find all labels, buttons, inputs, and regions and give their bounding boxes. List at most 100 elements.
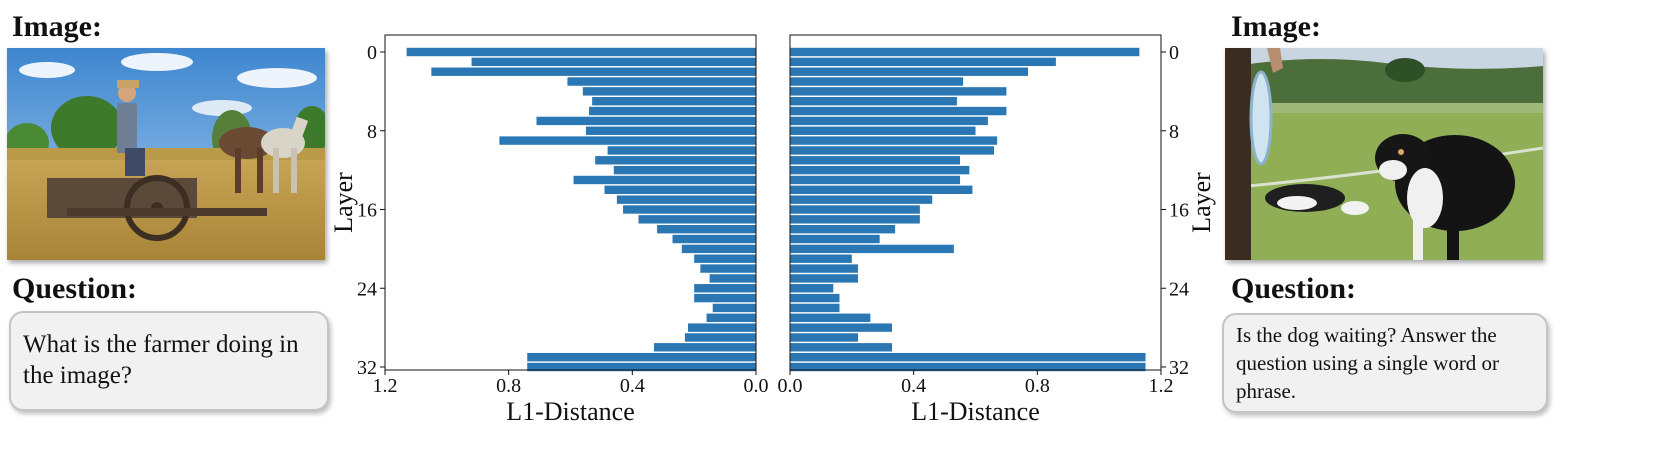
bar-layer-27 [706, 313, 756, 322]
bar-layer-21 [790, 254, 852, 263]
y-tick-label: 8 [367, 121, 377, 143]
bar-layer-27 [790, 313, 871, 322]
right-question-box: Is the dog waiting? Answer the question … [1222, 313, 1548, 413]
bar-layer-20 [681, 244, 756, 254]
bar-layer-5 [592, 97, 756, 106]
bar-layer-10 [607, 146, 756, 155]
bar-layer-19 [672, 234, 756, 244]
y-tick-label: 0 [1169, 42, 1179, 64]
right-question-text: Is the dog waiting? Answer the question … [1236, 323, 1500, 403]
bar-layer-10 [790, 146, 995, 155]
y-tick-label: 32 [357, 357, 377, 379]
y-axis-label: Layer [329, 172, 358, 233]
bar-layer-23 [790, 274, 859, 283]
bar-layer-17 [638, 215, 756, 224]
bar-layer-21 [694, 254, 756, 263]
x-tick-label: 0.0 [778, 375, 803, 397]
bar-layer-22 [790, 264, 859, 273]
x-tick-label: 0.0 [744, 375, 769, 397]
bar-layer-29 [790, 333, 859, 342]
bar-layer-31 [527, 352, 756, 362]
bar-layer-6 [790, 106, 1007, 116]
plot-frame [384, 34, 757, 371]
bar-layer-7 [536, 116, 756, 126]
left-question-label: Question: [12, 272, 138, 305]
bar-layer-16 [790, 205, 920, 214]
farmer-photo [7, 48, 325, 260]
bar-layer-28 [687, 323, 756, 332]
right-chart: 0.0 0.4 0.8 1.2 0 8 16 24 32 L1-Distance Layer [778, 34, 1216, 426]
bar-layer-8 [790, 126, 976, 135]
bar-layer-14 [790, 185, 973, 195]
bar-layer-1 [790, 57, 1056, 67]
bar-layer-11 [595, 156, 756, 165]
dog-frisbee-image [1225, 48, 1543, 260]
bar-layer-13 [790, 175, 961, 185]
bar-layer-0 [790, 47, 1140, 57]
x-axis-label: L1-Distance [911, 397, 1040, 426]
bar-layer-2 [790, 67, 1029, 76]
plot-frame [789, 34, 1162, 371]
x-axis-label: L1-Distance [506, 397, 635, 426]
right-question-label: Question: [1231, 272, 1357, 305]
x-tick-label: 1.2 [1149, 375, 1174, 397]
x-tick-label: 0.4 [620, 375, 645, 397]
bar-layer-32 [790, 362, 1146, 372]
bar-layer-15 [790, 195, 933, 204]
bar-layer-29 [684, 333, 756, 342]
bar-layer-9 [499, 136, 756, 145]
bar-layer-25 [790, 293, 840, 303]
bar-layer-23 [709, 274, 757, 283]
bar-layer-24 [790, 284, 834, 293]
y-tick-label: 24 [1169, 278, 1189, 300]
y-tick-label: 24 [357, 278, 377, 300]
y-tick-label: 8 [1169, 121, 1179, 143]
bar-layer-6 [589, 106, 756, 116]
bar-layer-2 [431, 67, 756, 76]
bar-layer-12 [790, 165, 970, 175]
y-axis-label: Layer [1187, 172, 1216, 233]
x-tick-label: 1.2 [373, 375, 398, 397]
bar-layer-4 [790, 87, 1007, 96]
bar-layer-14 [604, 185, 756, 195]
bar-layer-25 [694, 293, 756, 303]
y-tick-label: 16 [1169, 200, 1189, 222]
left-question-text: What is the farmer doing in the image? [23, 331, 299, 389]
bar-layer-16 [623, 205, 756, 214]
bar-layer-26 [790, 303, 840, 313]
bar-layer-4 [582, 87, 756, 96]
bar-layer-1 [471, 57, 756, 67]
x-tick-label: 0.8 [496, 375, 521, 397]
bar-layer-0 [406, 47, 756, 57]
right-image-label: Image: [1231, 10, 1321, 43]
bar-layer-9 [790, 136, 998, 145]
bar-layer-24 [694, 284, 756, 293]
bar-layer-31 [790, 352, 1146, 362]
bar-layer-8 [585, 126, 756, 135]
bar-layer-28 [790, 323, 893, 332]
y-tick-label: 32 [1169, 357, 1189, 379]
bar-layer-19 [790, 234, 880, 244]
x-tick-label: 0.8 [1025, 375, 1050, 397]
bar-layer-18 [657, 224, 756, 234]
bar-layer-15 [616, 195, 757, 204]
left-chart: 1.2 0.8 0.4 0.0 0 8 16 24 32 L1-Distance Layer [329, 34, 769, 426]
bar-layer-11 [790, 156, 961, 165]
dog-photo [1225, 48, 1543, 260]
bar-layer-5 [790, 97, 957, 106]
bar-layer-3 [790, 77, 964, 86]
x-tick-label: 0.4 [901, 375, 926, 397]
left-question-box: What is the farmer doing in the image? [9, 311, 329, 411]
bar-layer-30 [790, 343, 893, 352]
bar-layer-18 [790, 224, 896, 234]
bar-layer-32 [527, 362, 756, 372]
bar-layer-12 [613, 165, 756, 175]
y-tick-label: 16 [357, 200, 377, 222]
left-image-label: Image: [12, 10, 102, 43]
bar-layer-30 [653, 343, 757, 352]
bar-layer-20 [790, 244, 954, 254]
bar-layer-3 [567, 77, 756, 86]
farmer-harvester-image [7, 48, 325, 260]
bar-layer-13 [573, 175, 756, 185]
